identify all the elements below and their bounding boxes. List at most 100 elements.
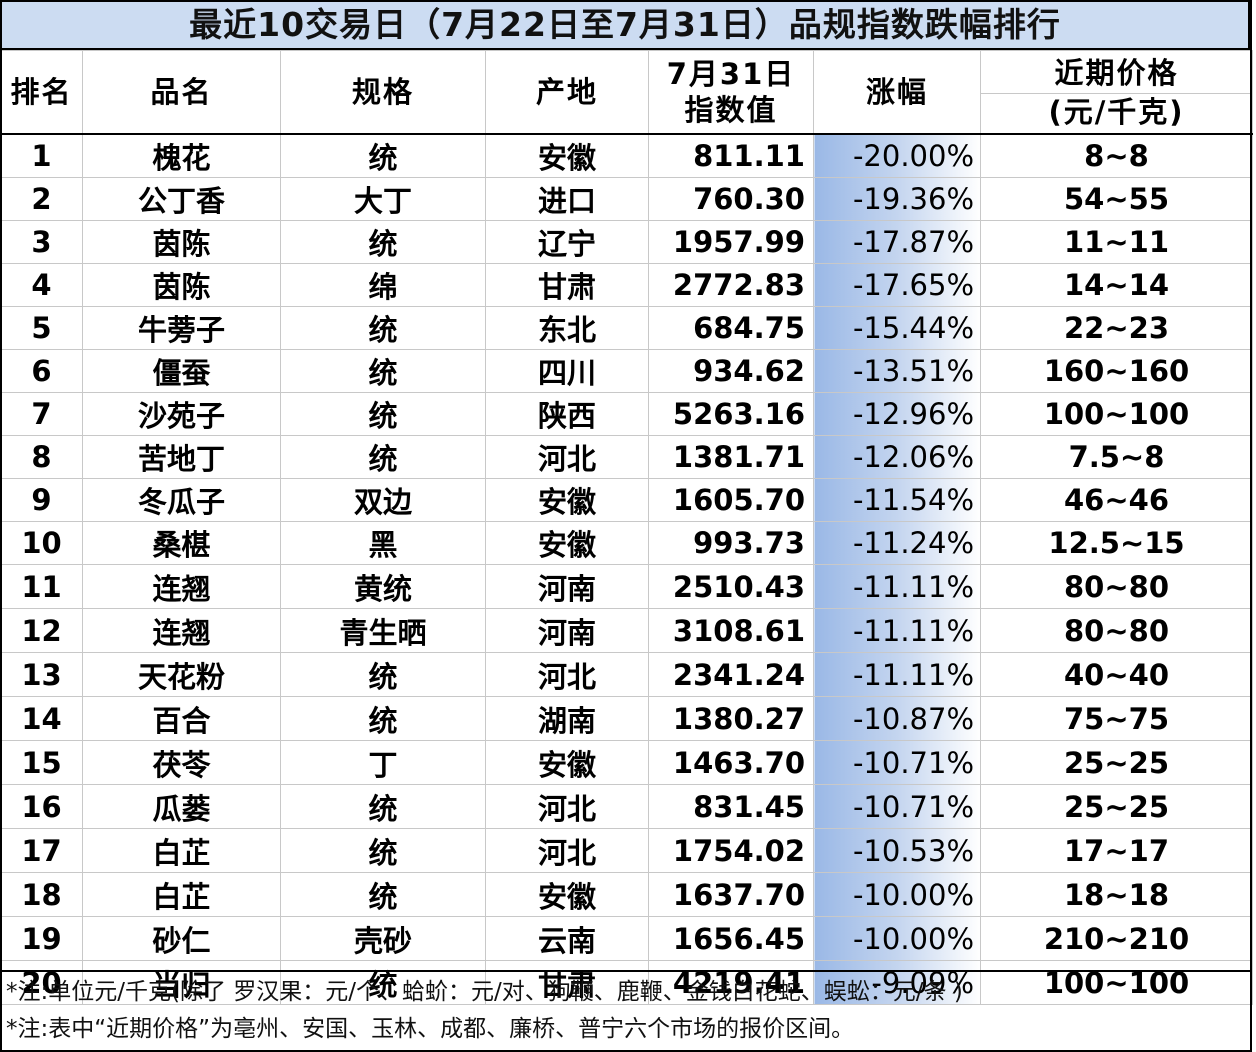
- name-cell: 百合: [82, 696, 281, 741]
- rank-cell: 5: [0, 306, 83, 350]
- origin-cell: 河北: [485, 828, 649, 873]
- index-cell: 1380.27: [648, 696, 814, 741]
- name-cell: 白芷: [82, 828, 281, 873]
- origin-cell: 四川: [485, 349, 649, 393]
- price-cell: 75~75: [980, 696, 1253, 741]
- change-cell: -17.65%: [813, 263, 981, 307]
- header-change: 涨幅: [813, 50, 981, 135]
- change-cell: -10.00%: [813, 916, 981, 961]
- footnotes: *注:单位元/千克(除了 罗汉果：元/个、蛤蚧：元/对、狗鞭、鹿鞭、金钱白花蛇、…: [0, 970, 1252, 1052]
- name-cell: 公丁香: [82, 177, 281, 221]
- name-cell: 砂仁: [82, 916, 281, 961]
- table-row: 1 槐花统安徽 811.11 -20.00% 8~8: [0, 133, 1253, 178]
- name-cell: 冬瓜子: [82, 478, 281, 522]
- origin-cell: 陕西: [485, 392, 649, 436]
- index-cell: 934.62: [648, 349, 814, 393]
- table-row: 12 连翘 青生晒 河南 3108.61 -11.11% 80~80: [0, 608, 1253, 653]
- price-cell: 80~80: [980, 608, 1253, 653]
- change-cell: -10.87%: [813, 696, 981, 741]
- table-row: 2 公丁香 大丁 进口 760.30 -19.36% 54~55: [0, 177, 1253, 221]
- spec-cell: 绵: [280, 263, 486, 307]
- price-cell: 11~11: [980, 220, 1253, 264]
- spec-cell: 黄统: [280, 564, 486, 609]
- rank-cell: 19: [0, 916, 83, 961]
- rank-cell: 7: [0, 392, 83, 436]
- header-rank: 排名: [0, 50, 83, 135]
- change-cell: -10.53%: [813, 828, 981, 873]
- price-cell: 25~25: [980, 784, 1253, 829]
- name-cell: 茯苓: [82, 740, 281, 785]
- header-row: 排名 品名 规格 产地 7月31日 指数值 涨幅 近期价格 (元/千克): [0, 50, 1253, 135]
- name-cell: 桑椹: [82, 521, 281, 565]
- price-cell: 80~80: [980, 564, 1253, 609]
- header-spec: 规格: [280, 50, 486, 135]
- rank-cell: 14: [0, 696, 83, 741]
- spec-cell: 统: [280, 696, 486, 741]
- price-cell: 54~55: [980, 177, 1253, 221]
- name-cell: 沙苑子: [82, 392, 281, 436]
- name-cell: 白芷: [82, 872, 281, 917]
- index-cell: 1381.71: [648, 435, 814, 479]
- origin-cell: 河南: [485, 564, 649, 609]
- table-row: 15 茯苓丁安徽 1463.70 -10.71% 25~25: [0, 740, 1253, 785]
- rank-cell: 15: [0, 740, 83, 785]
- origin-cell: 安徽: [485, 521, 649, 565]
- index-cell: 1605.70: [648, 478, 814, 522]
- name-cell: 连翘: [82, 608, 281, 653]
- table-row: 13 天花粉统河北 2341.24 -11.11% 40~40: [0, 652, 1253, 697]
- spec-cell: 青生晒: [280, 608, 486, 653]
- footnote-price-source: *注:表中“近期价格”为亳州、安国、玉林、成都、廉桥、普宁六个市场的报价区间。: [6, 1016, 855, 1042]
- table-row: 14 百合统湖南 1380.27 -10.87% 75~75: [0, 696, 1253, 741]
- index-cell: 1957.99: [648, 220, 814, 264]
- rank-cell: 1: [0, 133, 83, 178]
- header-origin: 产地: [485, 50, 649, 135]
- name-cell: 天花粉: [82, 652, 281, 697]
- name-cell: 茵陈: [82, 263, 281, 307]
- change-cell: -11.11%: [813, 608, 981, 653]
- change-cell: -19.36%: [813, 177, 981, 221]
- change-cell: -11.11%: [813, 564, 981, 609]
- spec-cell: 统: [280, 872, 486, 917]
- spec-cell: 统: [280, 435, 486, 479]
- rank-cell: 16: [0, 784, 83, 829]
- index-cell: 5263.16: [648, 392, 814, 436]
- origin-cell: 辽宁: [485, 220, 649, 264]
- rank-cell: 18: [0, 872, 83, 917]
- header-index-line2: 指数值: [684, 93, 778, 127]
- origin-cell: 河南: [485, 608, 649, 653]
- change-cell: -12.96%: [813, 392, 981, 436]
- price-cell: 7.5~8: [980, 435, 1253, 479]
- origin-cell: 甘肃: [485, 263, 649, 307]
- spec-cell: 大丁: [280, 177, 486, 221]
- footnote-unit: *注:单位元/千克(除了 罗汉果：元/个、蛤蚧：元/对、狗鞭、鹿鞭、金钱白花蛇、…: [6, 979, 963, 1005]
- table-row: 9 冬瓜子 双边 安徽 1605.70 -11.54% 46~46: [0, 478, 1253, 522]
- change-cell: -15.44%: [813, 306, 981, 350]
- origin-cell: 安徽: [485, 740, 649, 785]
- origin-cell: 东北: [485, 306, 649, 350]
- table-title: 最近10交易日（7月22日至7月31日）品规指数跌幅排行: [0, 0, 1250, 50]
- price-cell: 40~40: [980, 652, 1253, 697]
- spec-cell: 黑: [280, 521, 486, 565]
- index-cell: 2772.83: [648, 263, 814, 307]
- index-cell: 760.30: [648, 177, 814, 221]
- index-cell: 831.45: [648, 784, 814, 829]
- change-cell: -20.00%: [813, 133, 981, 178]
- change-cell: -13.51%: [813, 349, 981, 393]
- table-row: 6 僵蚕统四川 934.62 -13.51% 160~160: [0, 349, 1253, 393]
- price-cell: 12.5~15: [980, 521, 1253, 565]
- name-cell: 连翘: [82, 564, 281, 609]
- price-cell: 210~210: [980, 916, 1253, 961]
- rank-cell: 10: [0, 521, 83, 565]
- rank-cell: 8: [0, 435, 83, 479]
- origin-cell: 云南: [485, 916, 649, 961]
- table-row: 8 苦地丁统河北 1381.71 -12.06% 7.5~8: [0, 435, 1253, 479]
- table-row: 11 连翘 黄统 河南 2510.43 -11.11% 80~80: [0, 564, 1253, 609]
- table-row: 5 牛蒡子统东北 684.75 -15.44% 22~23: [0, 306, 1253, 350]
- index-cell: 1754.02: [648, 828, 814, 873]
- rank-cell: 3: [0, 220, 83, 264]
- spec-cell: 丁: [280, 740, 486, 785]
- spec-cell: 统: [280, 349, 486, 393]
- spec-cell: 统: [280, 220, 486, 264]
- price-cell: 25~25: [980, 740, 1253, 785]
- table-row: 17 白芷统河北 1754.02 -10.53% 17~17: [0, 828, 1253, 873]
